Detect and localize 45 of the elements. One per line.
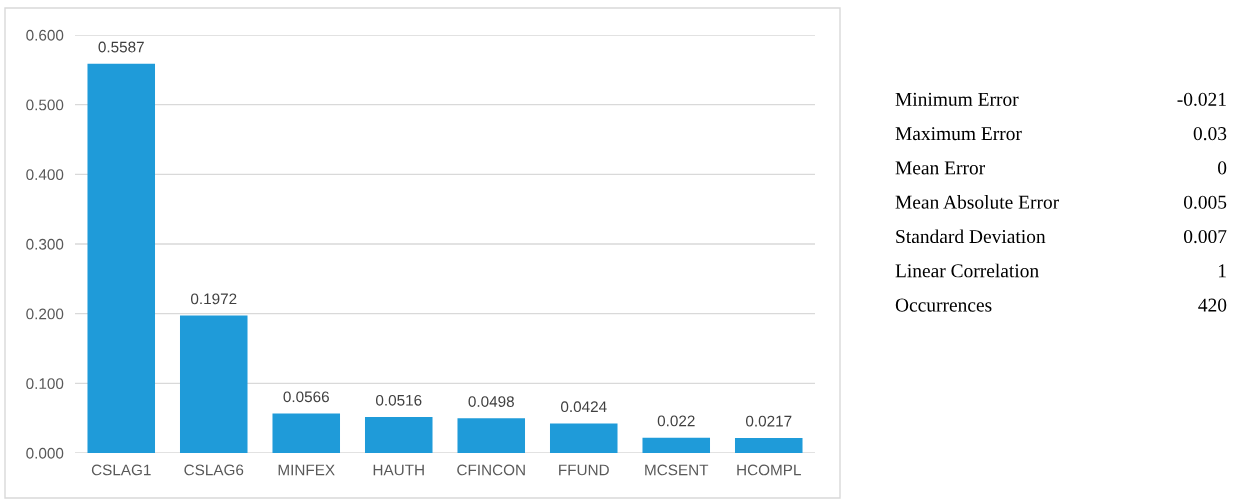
data-label: 0.007 — [1183, 229, 1227, 244]
data-label: 0.0498 — [468, 396, 514, 407]
data-label: 0.005 — [1183, 195, 1227, 209]
category-label: Occurrences — [895, 298, 992, 312]
data-label: 0.0424 — [560, 401, 607, 413]
data-label: 0.5587 — [98, 41, 144, 53]
y-tick-label: 0.200 — [26, 308, 64, 320]
bar — [549, 423, 618, 453]
x-tick-label: FFUND — [559, 464, 609, 476]
bar — [272, 413, 341, 453]
y-tick-label: 0.000 — [26, 447, 64, 459]
x-tick-label: CSLAG6 — [184, 464, 244, 476]
bar — [87, 63, 156, 453]
data-label: 0.022 — [657, 415, 695, 427]
x-tick-label: HAUTH — [373, 464, 424, 476]
data-label: 1 — [1218, 264, 1226, 278]
data-label: 0.03 — [1193, 127, 1227, 141]
category-label: Linear Correlation — [895, 263, 1039, 278]
data-label: -0.021 — [1177, 92, 1226, 106]
bar — [179, 315, 248, 453]
category-label: Minimum Error — [895, 92, 1019, 106]
data-label: 0.0516 — [375, 394, 422, 406]
bar — [364, 417, 433, 453]
data-label: 420 — [1198, 298, 1227, 312]
y-tick-label: 0.500 — [26, 99, 64, 111]
y-tick-label: 0.600 — [26, 29, 64, 41]
bar — [642, 437, 711, 453]
x-tick-label: CSLAG1 — [91, 464, 151, 476]
category-label: Mean Absolute Error — [895, 195, 1059, 209]
y-tick-label: 0.400 — [26, 169, 64, 181]
category-label: Standard Deviation — [896, 229, 1046, 244]
x-tick-label: MINFEX — [278, 464, 335, 476]
bar — [457, 418, 526, 453]
data-label: 0.0217 — [745, 415, 792, 427]
category-label: Mean Error — [895, 161, 985, 175]
x-tick-label: HCOMPL — [737, 464, 801, 476]
data-label: 0.1972 — [190, 293, 237, 305]
data-label: 0 — [1218, 161, 1227, 175]
y-tick-label: 0.100 — [26, 378, 64, 390]
x-tick-label: MCSENT — [645, 464, 709, 476]
data-label: 0.0566 — [283, 391, 329, 403]
x-tick-label: CFINCON — [457, 464, 525, 476]
bar — [734, 437, 803, 453]
y-tick-label: 0.300 — [26, 238, 64, 250]
category-label: Maximum Error — [895, 127, 1022, 141]
